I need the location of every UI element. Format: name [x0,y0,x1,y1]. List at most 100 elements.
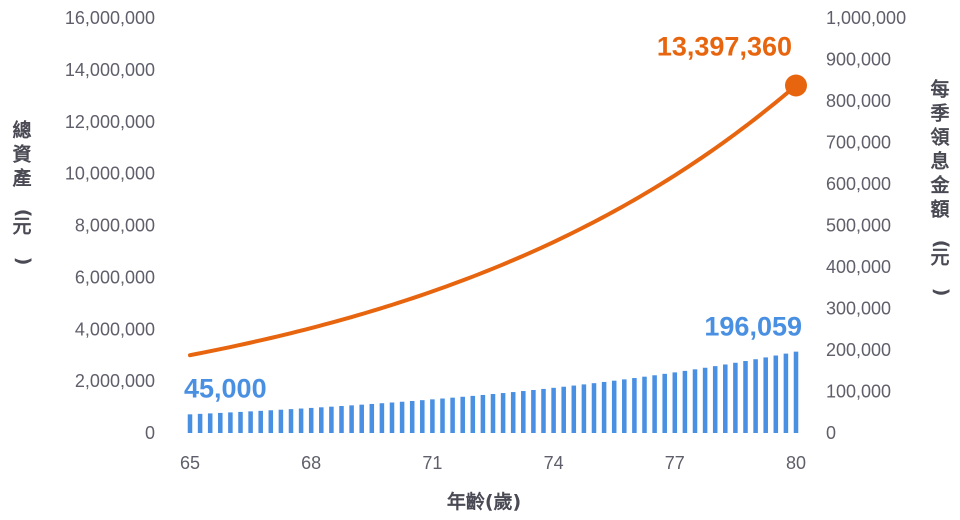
left-tick-label: 0 [145,423,155,443]
interest-bar [561,386,566,433]
interest-bar [329,406,334,433]
x-tick-label: 68 [301,453,321,473]
interest-bar [682,370,688,433]
interest-bar [298,408,304,433]
total-assets-end-label: 13,397,360 [657,32,792,62]
interest-bar [541,388,546,433]
interest-bar [430,399,435,433]
left-axis-title: 總資產(元) [12,119,34,266]
x-tick-label: 65 [180,453,200,473]
interest-bar [349,405,354,433]
interest-bar [197,413,203,433]
interest-bar [662,373,667,433]
interest-bar [712,366,718,433]
interest-bar [642,376,647,433]
interest-bar [480,394,486,433]
quarterly-interest-bars [187,351,799,433]
interest-bar [521,391,526,433]
interest-bar [692,369,698,433]
left-tick-label: 12,000,000 [65,112,155,132]
left-tick-label: 8,000,000 [75,216,155,236]
left-axis-ticks: 0 2,000,000 4,000,000 6,000,000 8,000,000 10,… [65,8,155,443]
interest-bar [611,380,617,433]
interest-bar [763,357,768,433]
total-assets-line [188,83,798,358]
interest-bar [672,372,678,433]
interest-bar [420,400,425,433]
interest-bar [379,403,385,433]
interest-bar [510,392,516,433]
x-tick-label: 71 [422,453,442,473]
interest-bar [783,353,789,433]
interest-bar [450,397,455,433]
interest-bar [733,362,738,433]
interest-bar [308,407,314,433]
interest-bar [278,409,284,433]
interest-bar [409,400,415,433]
right-tick-label: 600,000 [826,174,891,194]
interest-bar [228,412,233,433]
interest-bar [773,355,779,433]
interest-bar [490,394,496,433]
interest-bar [187,414,193,433]
left-tick-label: 2,000,000 [75,371,155,391]
interest-bar [470,395,476,433]
interest-bar [591,383,597,433]
interest-bar [531,390,536,433]
x-tick-label: 77 [665,453,685,473]
interest-bar [399,401,405,433]
interest-bar [632,378,637,433]
interest-end-label: 196,059 [704,312,802,342]
total-assets-end-marker [785,74,807,97]
right-tick-label: 500,000 [826,216,891,236]
interest-bar [551,387,556,433]
interest-bar [500,393,506,433]
right-axis-ticks: 0 100,000 200,000 300,000 400,000 500,000 600,… [826,8,906,443]
interest-bar [460,396,465,433]
interest-bar [652,375,657,433]
interest-bar [319,407,324,433]
interest-bar [268,410,274,433]
x-tick-label: 80 [786,453,806,473]
x-tick-label: 74 [544,453,564,473]
interest-bar [248,411,253,433]
right-tick-label: 200,000 [826,340,891,360]
left-tick-label: 4,000,000 [75,319,155,339]
interest-bar [581,384,587,433]
x-axis-title: 年齡(歲) [447,490,521,513]
right-tick-label: 900,000 [826,50,891,70]
interest-bar [288,409,294,433]
right-tick-label: 700,000 [826,133,891,153]
left-tick-label: 6,000,000 [75,267,155,287]
interest-bar [359,404,364,433]
interest-bar [339,406,344,433]
right-tick-label: 0 [826,423,836,443]
interest-bar [571,385,577,433]
right-tick-label: 1,000,000 [826,8,906,28]
interest-bar [793,351,799,433]
interest-bar [743,361,748,433]
right-tick-label: 100,000 [826,382,891,402]
left-tick-label: 10,000,000 [65,164,155,184]
right-tick-label: 300,000 [826,299,891,319]
interest-bar [369,403,375,433]
interest-bar [389,402,395,433]
left-tick-label: 14,000,000 [65,60,155,80]
right-tick-label: 800,000 [826,91,891,111]
interest-bar [440,398,445,433]
interest-bar [723,364,728,433]
interest-bar [601,381,607,433]
interest-bar [622,379,627,433]
x-axis-ticks: 65 68 71 74 77 80 [180,453,806,473]
left-tick-label: 16,000,000 [65,8,155,28]
right-tick-label: 400,000 [826,257,891,277]
interest-bar [753,359,758,433]
interest-bar [218,412,223,433]
interest-start-label: 45,000 [184,373,267,403]
interest-bar [702,367,708,433]
right-axis-title: 每季領息金額(元) [929,78,952,297]
interest-bar [238,411,243,433]
interest-bar [207,413,213,433]
interest-bar [258,410,263,433]
